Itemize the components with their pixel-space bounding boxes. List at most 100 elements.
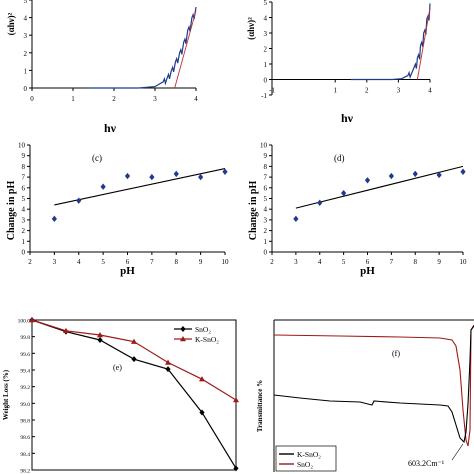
tangent-line (416, 8, 431, 80)
y-tick-label: 99.0 (20, 402, 30, 408)
y-tick-label: 98.8 (20, 419, 30, 425)
x-axis-label: hν (104, 121, 117, 135)
y-tick-label: 6 (22, 184, 26, 192)
trendline (54, 168, 226, 206)
legend-marker (180, 326, 186, 332)
y-tick-label: 9 (264, 152, 268, 160)
x-tick-label: 2 (270, 258, 274, 266)
x-tick-label: 7 (390, 258, 394, 266)
data-point (460, 168, 466, 175)
x-tick-label: 1 (71, 95, 75, 103)
x-tick-label: 4 (194, 95, 198, 103)
data-point (165, 366, 171, 373)
y-tick-label: 2 (264, 227, 268, 235)
y-tick-label: 99.6 (20, 352, 30, 358)
y-tick-label: 1 (22, 238, 26, 246)
data-point (233, 465, 239, 472)
y-tick-label: 0 (264, 77, 268, 85)
data-point (317, 199, 323, 206)
y-tick-label: 3 (264, 30, 268, 38)
peak-annotation: 603.2Cm⁻¹ (408, 459, 445, 468)
legend-label: SnO₂ (195, 325, 211, 334)
y-tick-label: 98.2 (20, 469, 30, 474)
y-tick-label: 4 (264, 206, 268, 214)
x-axis-label: hν (341, 111, 354, 125)
y-tick-label: 7 (22, 174, 26, 182)
trendline (295, 165, 464, 209)
data-point (63, 327, 69, 334)
y-axis-label: (αhν)² (6, 12, 16, 35)
data-point (199, 409, 205, 416)
y-tick-label: 99.8 (20, 335, 30, 341)
panel-label: (d) (334, 153, 345, 163)
data-point (198, 173, 204, 181)
y-tick-label: 9 (22, 152, 26, 160)
y-tick-label: 4 (264, 15, 268, 23)
y-axis-label: Change in pH (6, 181, 17, 241)
legend-label: K-SnO₂ (297, 450, 321, 459)
y-tick-label: 2 (22, 227, 26, 235)
panel-e: 100.0 99.8 99.6 99.4 99.2 99.0 98.8 98.6 98.4 98.… (2, 317, 239, 474)
legend-label: SnO₂ (297, 460, 313, 469)
x-tick-label: 6 (366, 258, 370, 266)
data-point (173, 170, 179, 178)
x-tick-label: 4 (318, 258, 322, 266)
x-tick-label: 8 (175, 258, 179, 266)
y-tick-label: 98.4 (20, 452, 30, 458)
x-axis-label: pH (360, 265, 375, 277)
y-tick-label: 8 (22, 163, 26, 171)
plot-frame (31, 319, 237, 471)
y-tick-label: 0 (22, 249, 26, 257)
x-tick-label: 10 (222, 258, 230, 266)
data-point (51, 215, 57, 223)
y-tick-label: 99.2 (20, 385, 30, 391)
legend-box (275, 445, 337, 472)
data-point (131, 356, 137, 363)
data-point (412, 170, 418, 178)
x-axis-label: pH (120, 265, 135, 277)
panel-d: 0 1 2 3 4 5 6 7 8 9 10 2 3 4 5 6 7 8 9 10 (d) Change in pH pH (248, 142, 467, 278)
x-tick-label: 3 (153, 95, 157, 103)
y-tick-label: 3 (22, 216, 26, 224)
x-tick-label: 10 (460, 258, 468, 266)
y-axis-label: Change in pH (248, 181, 259, 241)
data-point (293, 215, 299, 223)
y-axis-label: Weight Loss (%) (2, 369, 10, 420)
y-tick-label: 1 (264, 238, 268, 246)
y-tick-label: 8 (264, 163, 268, 171)
y-tick-label: 100.0 (18, 319, 31, 325)
panel-label: (e) (113, 363, 122, 372)
data-point (29, 317, 35, 323)
spectrum-k-sno2 (273, 325, 474, 444)
data-point (341, 189, 347, 197)
x-tick-label: 3 (53, 258, 57, 266)
y-tick-label: 99.4 (20, 369, 30, 375)
data-curve (351, 3, 431, 81)
y-tick-label: 3 (24, 32, 28, 40)
data-point (165, 359, 171, 365)
y-tick-label: 7 (264, 174, 268, 182)
y-tick-label: 3 (264, 216, 268, 224)
y-tick-label: 0 (264, 249, 268, 257)
y-axis-label: (αhν)² (246, 17, 256, 40)
y-axis-label: Transmittance % (256, 380, 264, 432)
y-tick-label: 1 (24, 67, 28, 75)
tangent-line (174, 10, 197, 89)
panel-a: 0 1 2 3 4 5 0 1 2 3 4 (αhν)² hν (6, 0, 198, 135)
data-point (436, 171, 442, 179)
data-point (388, 172, 394, 180)
y-tick-label: 1 (264, 61, 268, 69)
x-tick-label: 3 (294, 258, 298, 266)
x-tick-label: 5 (101, 258, 105, 266)
data-point (199, 376, 205, 382)
y-tick-label: 5 (264, 0, 268, 7)
annotation-arrow (451, 443, 464, 461)
x-tick-label: 2 (28, 258, 32, 266)
x-tick-label: 9 (199, 258, 203, 266)
x-tick-label: 0 (30, 95, 34, 103)
x-tick-label: 4 (428, 87, 432, 95)
data-point (222, 168, 228, 175)
